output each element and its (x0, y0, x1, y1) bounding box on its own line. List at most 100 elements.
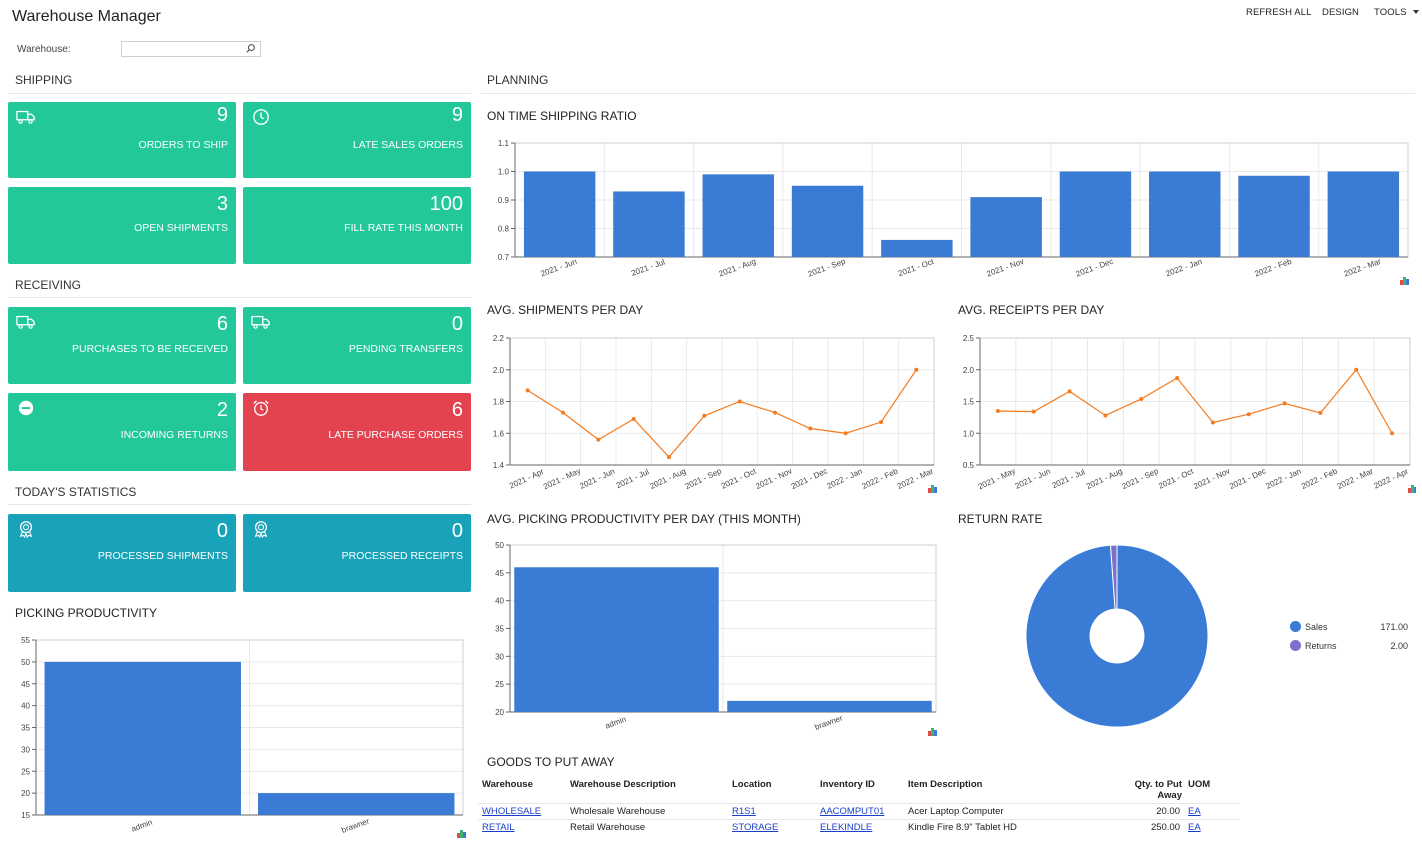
tools-menu-button[interactable]: TOOLS (1374, 7, 1420, 18)
warehouse-link[interactable]: WHOLESALE (482, 805, 542, 817)
design-button[interactable]: DESIGN (1322, 7, 1360, 18)
shipping-heading: SHIPPING (15, 73, 73, 87)
y-tick-label: 45 (495, 569, 504, 578)
x-tick-label: 2021 - Sep (807, 257, 847, 279)
x-tick-label: 2021 - May (542, 466, 582, 491)
award-icon (19, 521, 33, 538)
search-icon[interactable] (245, 43, 256, 54)
export-icon-bar (1403, 277, 1406, 285)
legend-label: Sales (1305, 622, 1328, 632)
location-link[interactable]: STORAGE (732, 821, 779, 833)
late-purchase-orders-tile[interactable]: 6 LATE PURCHASE ORDERS (243, 393, 471, 471)
chart-export-icon[interactable] (1400, 277, 1409, 285)
bar (1238, 175, 1310, 257)
table-header-row: Warehouse Warehouse Description Location… (478, 779, 1240, 803)
picking-month-chart: 20 25 30 35 40 45 50 admin brawner (495, 541, 937, 736)
y-tick-label: 50 (21, 658, 30, 667)
series-line (527, 369, 917, 458)
bar (613, 191, 685, 257)
bar (702, 174, 774, 257)
clock-icon (253, 109, 269, 125)
bar (727, 700, 932, 712)
chart-export-icon[interactable] (928, 485, 937, 493)
x-tick-label: admin (130, 818, 154, 834)
x-tick-label: 2021 - Nov (754, 466, 793, 491)
chart-export-icon[interactable] (1408, 485, 1416, 493)
on-time-chart-title: ON TIME SHIPPING RATIO (487, 109, 637, 123)
legend-item-sales[interactable]: Sales 171.00 (1290, 621, 1410, 635)
fill-rate-tile[interactable]: 100 FILL RATE THIS MONTH (243, 187, 471, 264)
x-tick-label: 2021 - Jul (1051, 467, 1087, 490)
data-point (1067, 389, 1072, 394)
x-tick-label: 2021 - Sep (684, 466, 724, 491)
truck-icon (16, 315, 35, 329)
statistics-heading: TODAY'S STATISTICS (15, 485, 137, 499)
x-tick-label: 2022 - Mar (1343, 257, 1383, 279)
chart-export-icon[interactable] (928, 728, 937, 736)
export-icon-bar (928, 731, 931, 736)
open-shipments-tile[interactable]: 3 OPEN SHIPMENTS (8, 187, 236, 264)
location-link[interactable]: R1S1 (732, 805, 756, 817)
y-tick-label: 40 (21, 702, 30, 711)
on-time-shipping-chart: 0.7 0.8 0.9 1.0 1.1 2021 - Jun 2021 - Jul 2021 … (498, 139, 1409, 285)
y-tick-label: 55 (21, 636, 30, 645)
column-header[interactable]: Warehouse Description (570, 779, 676, 790)
warehouse-link[interactable]: RETAIL (482, 821, 515, 833)
legend-item-returns[interactable]: Returns 2.00 (1290, 640, 1410, 654)
divider (8, 504, 471, 505)
uom-link[interactable]: EA (1188, 805, 1201, 817)
y-tick-label: 1.0 (963, 429, 975, 438)
y-tick-label: 45 (21, 680, 30, 689)
incoming-returns-tile[interactable]: 2 INCOMING RETURNS (8, 393, 236, 471)
export-icon-bar (1400, 280, 1403, 285)
y-tick-label: 0.7 (498, 253, 510, 262)
purchases-to-receive-tile[interactable]: 6 PURCHASES TO BE RECEIVED (8, 307, 236, 384)
pending-transfers-tile[interactable]: 0 PENDING TRANSFERS (243, 307, 471, 384)
late-sales-orders-tile[interactable]: 9 LATE SALES ORDERS (243, 102, 471, 178)
x-tick-label: 2021 - May (977, 466, 1017, 491)
column-header[interactable]: Item Description (908, 779, 983, 790)
data-point (1031, 409, 1036, 414)
truck-icon (251, 315, 270, 329)
column-header[interactable]: Location (732, 779, 772, 790)
picking-productivity-heading: PICKING PRODUCTIVITY (15, 606, 158, 620)
chart-export-icon[interactable] (457, 830, 466, 838)
y-tick-label: 20 (495, 708, 504, 717)
export-icon-bar (1406, 279, 1409, 285)
divider (481, 93, 1415, 94)
export-icon-bar (931, 728, 934, 736)
data-point (1246, 412, 1251, 417)
data-point (596, 437, 601, 442)
tile-value: 0 (451, 520, 463, 542)
caret-down-icon (1413, 10, 1420, 15)
inventory-id-link[interactable]: ELEKINDLE (820, 821, 873, 833)
refresh-all-button[interactable]: REFRESH ALL (1246, 7, 1312, 18)
orders-to-ship-tile[interactable]: 9 ORDERS TO SHIP (8, 102, 236, 178)
data-point (808, 426, 813, 431)
x-tick-label: 2021 - Jun (539, 257, 578, 278)
column-header[interactable]: Warehouse (482, 779, 533, 790)
tile-label: OPEN SHIPMENTS (134, 222, 228, 234)
x-tick-label: 2021 - Oct (1157, 466, 1195, 490)
uom-link[interactable]: EA (1188, 821, 1201, 833)
data-point (702, 413, 707, 418)
tile-value: 9 (216, 104, 228, 126)
processed-receipts-tile[interactable]: 0 PROCESSED RECEIPTS (243, 514, 471, 592)
divider (8, 297, 471, 298)
column-header[interactable]: UOM (1188, 779, 1211, 790)
bar (1059, 171, 1132, 257)
x-tick-label: 2021 - Jun (1014, 467, 1052, 491)
data-point (737, 399, 742, 404)
column-header[interactable]: Qty. to Put Away (1134, 779, 1182, 801)
warehouse-input[interactable] (122, 45, 240, 60)
column-header[interactable]: Inventory ID (820, 779, 875, 790)
y-tick-label: 20 (21, 789, 30, 798)
table-row: WHOLESALE Wholesale Warehouse R1S1 AACOM… (478, 802, 1240, 819)
award-icon (254, 521, 268, 538)
processed-shipments-tile[interactable]: 0 PROCESSED SHIPMENTS (8, 514, 236, 592)
x-tick-label: 2021 - Aug (1085, 466, 1124, 491)
inventory-id-link[interactable]: AACOMPUT01 (820, 805, 885, 817)
x-tick-label: admin (604, 715, 628, 731)
